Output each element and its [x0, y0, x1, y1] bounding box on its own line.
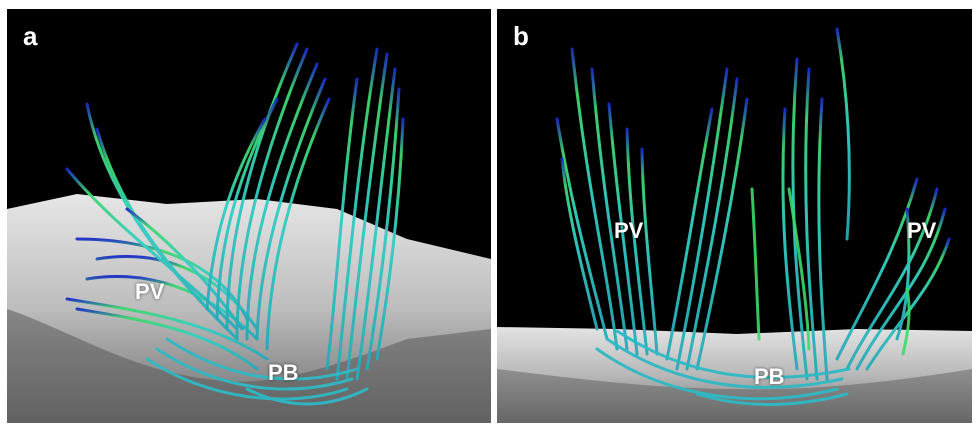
panel-label-a: a [23, 21, 38, 51]
panel-b: b PV PV PB [497, 9, 972, 423]
region-label-pb: PB [268, 360, 299, 385]
region-label-pv-left: PV [614, 218, 644, 243]
region-label-pv-right: PV [907, 218, 937, 243]
fiber-tract-render-a [7, 9, 491, 423]
region-label-pb: PB [754, 364, 785, 389]
region-label-pv: PV [135, 279, 165, 304]
panel-a: a PV PB [7, 9, 491, 423]
panel-label-b: b [513, 21, 529, 51]
fiber-tract-render-b [497, 9, 972, 423]
